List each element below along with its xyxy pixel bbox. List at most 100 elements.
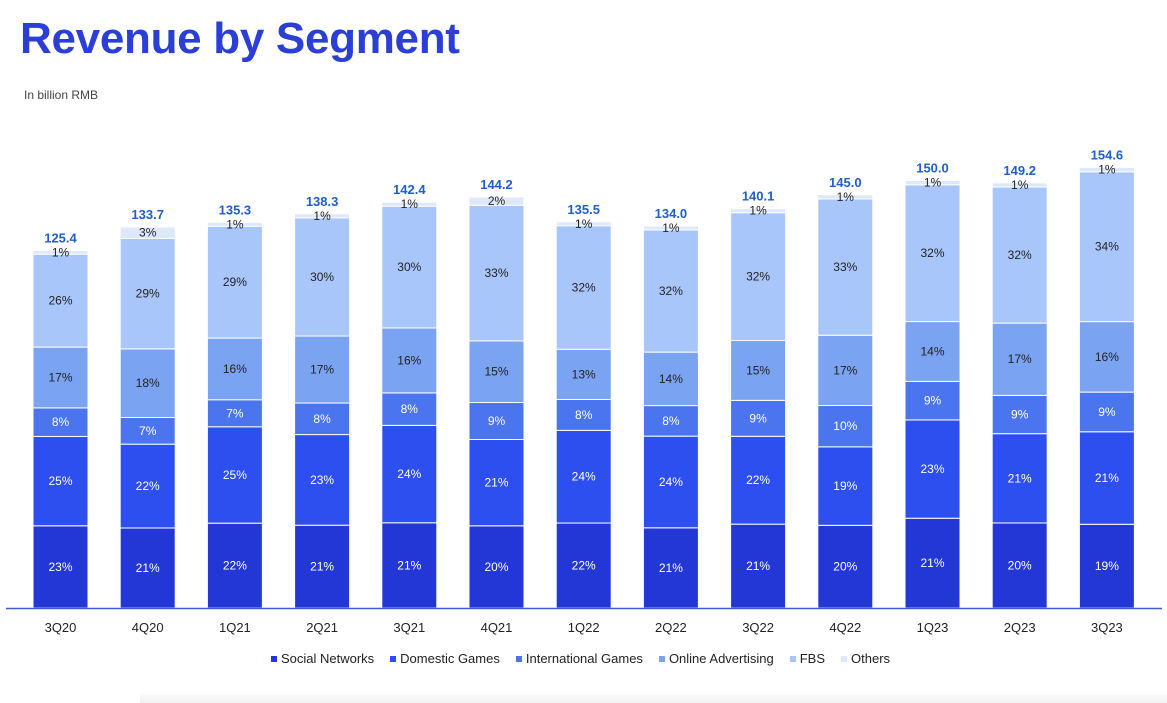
bar-segment [32,253,89,348]
bar-segment [642,527,699,609]
segment-label: 25% [48,474,72,488]
segment-label: 9% [1098,405,1116,419]
segment-label: 8% [662,414,680,428]
bar-segment [817,198,874,336]
bar-segment [904,419,961,519]
bar-segment [32,525,89,609]
segment-label: 3% [139,226,157,240]
segment-label: 17% [833,363,857,377]
segment-label: 1% [662,221,680,235]
segment-label: 30% [397,260,421,274]
bar-segment [991,433,1048,524]
segment-label: 14% [920,345,944,359]
bar-segment [642,405,699,437]
bar-segment [991,394,1048,435]
segment-label: 23% [310,473,334,487]
total-label: 140.1 [742,189,775,204]
bar-segment [642,229,699,353]
bar-segment [468,340,525,404]
category-label: 3Q22 [742,620,774,635]
segment-label: 19% [833,479,857,493]
footer-divider [140,695,1167,703]
category-label: 4Q21 [481,620,513,635]
bar-segment [468,439,525,527]
total-label: 142.4 [393,182,426,197]
segment-label: 7% [226,406,244,420]
bar-segment [206,426,263,524]
bar-segment [817,524,874,609]
legend-swatch [390,655,397,662]
stacked-bar-chart: 23%25%8%17%26%1%125.43Q2021%22%7%18%29%3… [6,147,1162,635]
segment-label: 22% [572,559,596,573]
legend-label: Online Advertising [668,651,774,666]
segment-label: 32% [659,284,683,298]
category-label: 2Q21 [306,620,338,635]
bar-segment [991,322,1048,396]
bar-segment [294,524,351,609]
bar-segment [381,424,438,524]
segment-label: 21% [746,559,770,573]
segment-label: 21% [1095,471,1119,485]
bar-segment [381,392,438,426]
bar-segment [119,416,176,445]
bar-segment [381,522,438,609]
segment-label: 22% [136,479,160,493]
unit-subtitle: In billion RMB [24,88,99,102]
segment-label: 1% [924,176,942,190]
legend-label: FBS [799,651,826,666]
bar-segment [991,186,1048,324]
segment-label: 1% [1011,178,1029,192]
bar-segment [32,407,89,437]
segment-label: 29% [223,275,247,289]
segment-label: 32% [746,270,770,284]
bar-segment [904,321,961,382]
segment-label: 32% [572,280,596,294]
segment-label: 14% [659,372,683,386]
bar-segment [1078,166,1135,173]
segment-label: 1% [226,217,244,231]
legend-label: Social Networks [280,651,375,666]
bar-segment [1078,391,1135,433]
legend-label: Domestic Games [400,651,500,666]
bar-segment [555,225,612,350]
bar-segment [294,335,351,404]
bar-segment [817,194,874,200]
bar-segment [642,351,699,407]
segment-label: 16% [397,353,421,367]
bar-segment [32,435,89,527]
bar-segment [32,250,89,255]
bar-segment [381,327,438,394]
bar-segment [119,443,176,529]
segment-label: 10% [833,419,857,433]
segment-label: 18% [136,376,160,390]
bar-segment [468,196,525,206]
segment-label: 32% [1008,248,1032,262]
segment-label: 21% [484,476,508,490]
segment-label: 34% [1095,240,1119,254]
category-label: 3Q23 [1091,620,1123,635]
segment-label: 21% [136,561,160,575]
bar-segment [1078,171,1135,323]
segment-label: 1% [837,190,855,204]
category-label: 2Q22 [655,620,687,635]
legend-swatch [789,655,796,662]
segment-label: 7% [139,424,157,438]
segment-label: 9% [924,394,942,408]
page-title: Revenue by Segment [20,14,460,63]
total-label: 145.0 [829,175,862,190]
segment-label: 1% [575,217,593,231]
category-label: 3Q20 [45,620,77,635]
segment-label: 26% [48,294,72,308]
bar-segment [206,399,263,428]
segment-label: 32% [920,246,944,260]
total-label: 154.6 [1091,147,1124,162]
legend-item: FBS [789,651,826,666]
segment-label: 8% [313,412,331,426]
segment-label: 33% [833,260,857,274]
segment-label: 9% [1011,408,1029,422]
segment-label: 22% [223,559,247,573]
segment-label: 2% [488,194,506,208]
segment-label: 17% [1008,352,1032,366]
segment-label: 24% [572,470,596,484]
bar-segment [730,212,787,341]
